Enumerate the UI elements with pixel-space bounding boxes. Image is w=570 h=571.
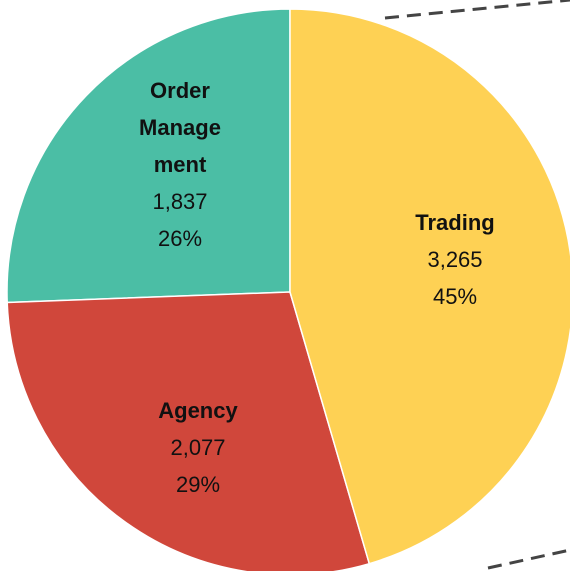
slice-label: Agency 2,077 29% — [153, 392, 243, 503]
category-label: Order Management — [139, 78, 221, 177]
slice-label: Order Management 1,837 26% — [135, 72, 225, 257]
pie-slice — [289, 8, 570, 565]
percent-label: 26% — [157, 226, 203, 251]
category-label: Trading — [415, 210, 495, 235]
connector-line — [384, 0, 570, 20]
slice-label: Trading 3,265 45% — [410, 204, 500, 315]
value-label: 2,077 — [170, 435, 226, 460]
connector-line — [487, 548, 570, 570]
value-label: 1,837 — [152, 189, 208, 214]
category-label: Agency — [158, 398, 238, 423]
percent-label: 29% — [175, 472, 221, 497]
pie-slice — [6, 8, 291, 304]
pie-slice — [6, 291, 371, 571]
value-label: 3,265 — [427, 247, 483, 272]
percent-label: 45% — [432, 284, 478, 309]
